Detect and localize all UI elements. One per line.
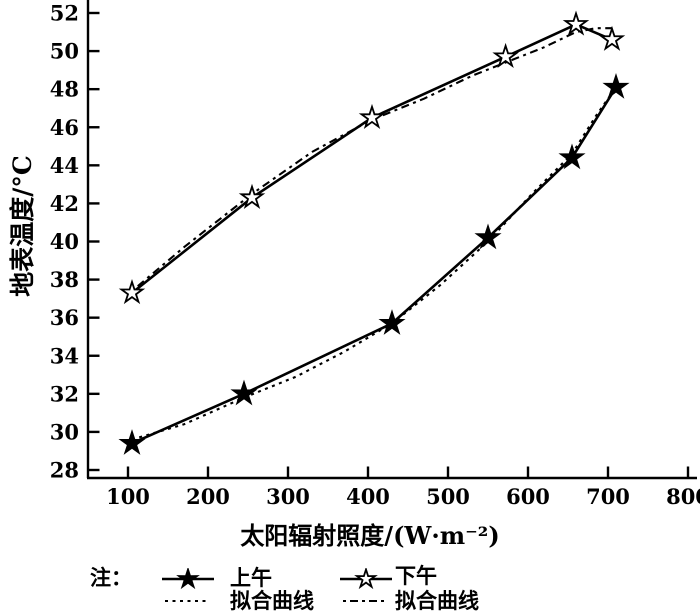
open-star-marker: [238, 183, 266, 209]
open-star-marker: [118, 278, 146, 305]
y-tick-label: 44: [50, 153, 79, 178]
open-star-marker: [562, 10, 590, 36]
x-tick-label: 400: [346, 484, 390, 509]
y-tick-label: 34: [50, 343, 79, 368]
x-tick-label: 100: [106, 484, 150, 509]
open-star-marker: [358, 103, 386, 129]
filled-star-marker: [230, 379, 258, 406]
y-axis-title: 地表温度/°C: [8, 155, 37, 297]
y-tick-label: 52: [50, 1, 79, 26]
filled-star-marker: [558, 143, 586, 170]
axis-spines: [86, 0, 697, 480]
y-tick-label: 38: [50, 267, 79, 292]
filled-star-marker: [602, 73, 630, 99]
fit-curve: [131, 27, 612, 292]
y-tick-label: 32: [50, 381, 79, 406]
morning-series-legend-icon: [162, 568, 214, 590]
x-tick-label: 200: [186, 484, 230, 509]
open-star-marker: [598, 25, 626, 51]
data-line: [131, 23, 613, 294]
afternoon-fit-legend-icon: [343, 599, 387, 603]
morning-fit-legend-icon: [165, 599, 209, 603]
fit-curve: [131, 86, 617, 441]
legend-label-afternoon: 下午: [395, 563, 437, 588]
y-tick-label: 48: [50, 77, 79, 102]
filled-star-marker: [378, 309, 406, 335]
x-tick-label: 500: [426, 484, 470, 509]
y-tick-label: 42: [50, 191, 79, 216]
legend-label-morning: 上午: [230, 565, 272, 590]
x-tick-label: 700: [586, 484, 630, 509]
filled-star-icon: [176, 568, 200, 590]
x-tick-label: 300: [266, 484, 310, 509]
y-tick-label: 28: [50, 458, 79, 483]
filled-star-marker: [118, 429, 146, 455]
legend-note-label: 注：: [90, 565, 132, 590]
filled-star-marker: [474, 223, 502, 250]
open-star-marker: [492, 42, 519, 69]
y-tick-label: 46: [50, 115, 79, 140]
open-star-icon: [354, 568, 378, 590]
x-tick-label: 800: [666, 484, 700, 509]
data-line: [131, 86, 618, 445]
legend-label-fit-afternoon: 拟合曲线: [395, 588, 479, 613]
y-tick-label: 30: [50, 419, 79, 444]
y-tick-label: 36: [50, 305, 79, 330]
y-tick-label: 40: [50, 229, 79, 254]
afternoon-series-legend-icon: [340, 568, 392, 590]
x-tick-label: 600: [506, 484, 550, 509]
x-axis-title: 太阳辐射照度/(W·m⁻²): [240, 521, 500, 550]
y-tick-label: 50: [50, 39, 79, 64]
legend-label-fit-morning: 拟合曲线: [230, 588, 314, 613]
